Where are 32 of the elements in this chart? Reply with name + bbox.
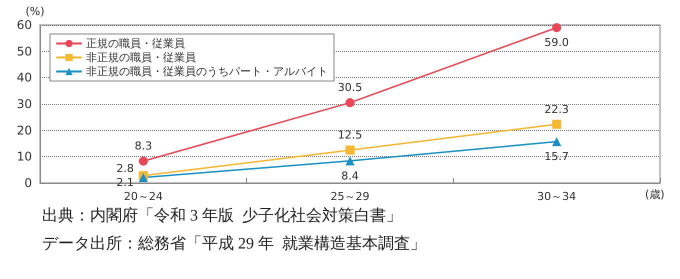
point <box>552 137 562 146</box>
data-label: 30.5 <box>338 81 362 94</box>
point <box>346 98 354 108</box>
y-tick-label: 60 <box>16 18 32 32</box>
data-label: 2.8 <box>116 162 134 176</box>
data-label: 22.3 <box>544 102 569 116</box>
x-tick-label: 30～34 <box>537 190 576 203</box>
x-tick-label: 20～24 <box>124 190 163 203</box>
point <box>552 120 562 129</box>
legend-label: 非正規の職員・従業員のうちパート・アルバイト <box>86 65 328 78</box>
y-axis-title: (%) <box>25 5 45 18</box>
text: データ出所：総務省「平成 29 年 就業構造基本調査」 <box>42 234 426 252</box>
point <box>138 156 148 166</box>
legend-label: 正規の職員・従業員 <box>86 37 185 50</box>
y-tick-label: 10 <box>16 150 32 164</box>
y-tick-label: 20 <box>16 123 32 138</box>
data-label: 12.5 <box>338 128 362 142</box>
y-tick-label: 0 <box>24 176 32 190</box>
x-tick-label: 25～29 <box>330 190 370 203</box>
y-tick-label: 50 <box>16 44 32 58</box>
legend-label: 非正規の職員・従業員 <box>86 51 196 64</box>
source-note: 出典：内閣府「令和 3 年版 少子化社会対策白書」 <box>42 206 402 224</box>
data-label: 8.3 <box>134 140 152 153</box>
data-label: 15.7 <box>544 150 569 164</box>
y-tick-label: 40 <box>16 70 32 85</box>
point <box>346 146 354 155</box>
x-axis-title: (歳) <box>645 188 665 201</box>
point <box>346 156 354 166</box>
point <box>552 23 562 32</box>
data-label: 59.0 <box>544 36 569 50</box>
y-tick-label: 30 <box>16 97 32 111</box>
data-label: 8.4 <box>341 169 359 182</box>
